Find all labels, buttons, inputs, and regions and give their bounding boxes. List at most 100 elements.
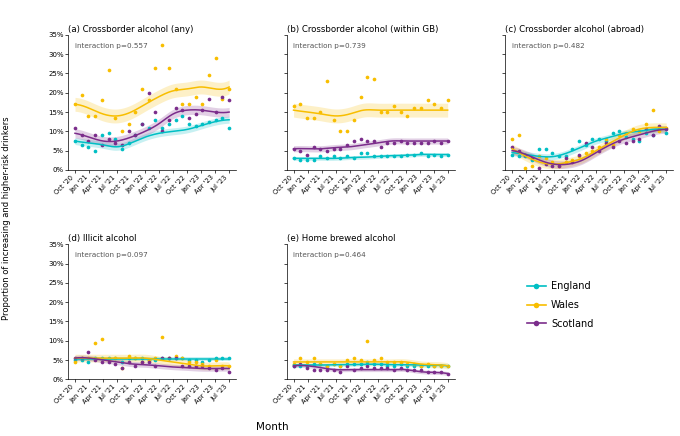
Point bbox=[402, 112, 413, 119]
Point bbox=[395, 109, 406, 116]
Point bbox=[429, 362, 440, 369]
Point bbox=[560, 159, 571, 166]
Point bbox=[402, 366, 413, 373]
Point bbox=[137, 85, 148, 92]
Point bbox=[83, 143, 94, 150]
Point bbox=[322, 366, 333, 373]
Point bbox=[203, 95, 214, 102]
Point bbox=[184, 358, 194, 365]
Point bbox=[388, 153, 399, 160]
Point bbox=[395, 364, 406, 371]
Point bbox=[308, 157, 319, 164]
Point bbox=[513, 147, 524, 154]
Point bbox=[177, 101, 188, 108]
Point bbox=[409, 151, 420, 158]
Point bbox=[170, 353, 181, 360]
Point bbox=[156, 354, 167, 361]
Text: Month: Month bbox=[256, 422, 288, 432]
Point bbox=[116, 145, 127, 152]
Point bbox=[97, 335, 107, 342]
Text: interaction p=0.464: interaction p=0.464 bbox=[293, 252, 366, 259]
Point bbox=[197, 101, 208, 108]
Point bbox=[190, 358, 201, 365]
Point bbox=[382, 362, 393, 369]
Point bbox=[197, 107, 208, 114]
Point bbox=[76, 354, 87, 361]
Point bbox=[395, 153, 406, 160]
Point bbox=[369, 153, 379, 160]
Point bbox=[97, 354, 107, 361]
Point bbox=[217, 114, 228, 121]
Point bbox=[116, 141, 127, 148]
Point bbox=[156, 354, 167, 361]
Point bbox=[315, 109, 326, 116]
Point bbox=[362, 358, 373, 365]
Point bbox=[69, 101, 80, 108]
Point bbox=[76, 132, 87, 139]
Legend: England, Wales, Scotland: England, Wales, Scotland bbox=[527, 281, 594, 329]
Point bbox=[150, 362, 161, 369]
Point bbox=[375, 364, 386, 371]
Point bbox=[109, 140, 120, 146]
Point bbox=[116, 358, 127, 365]
Point bbox=[647, 132, 658, 139]
Point bbox=[382, 109, 393, 116]
Text: (b) Crossborder alcohol (within GB): (b) Crossborder alcohol (within GB) bbox=[286, 25, 438, 34]
Point bbox=[647, 107, 658, 114]
Point bbox=[288, 361, 299, 368]
Point bbox=[90, 132, 101, 139]
Point bbox=[587, 147, 598, 154]
Point bbox=[170, 354, 181, 361]
Point bbox=[554, 163, 564, 170]
Point bbox=[513, 153, 524, 160]
Point bbox=[295, 157, 306, 164]
Point bbox=[69, 354, 80, 361]
Point bbox=[600, 137, 611, 144]
Point bbox=[197, 361, 208, 368]
Point bbox=[224, 368, 235, 375]
Point bbox=[375, 354, 386, 361]
Point bbox=[580, 149, 591, 156]
Text: (c) Crossborder alcohol (abroad): (c) Crossborder alcohol (abroad) bbox=[505, 25, 644, 34]
Point bbox=[328, 361, 339, 368]
Point bbox=[197, 358, 208, 365]
Point bbox=[76, 91, 87, 98]
Point bbox=[184, 120, 194, 127]
Point bbox=[369, 364, 379, 371]
Point bbox=[315, 145, 326, 152]
Point bbox=[348, 354, 359, 361]
Point bbox=[90, 357, 101, 364]
Point bbox=[422, 361, 433, 368]
Point bbox=[315, 366, 326, 373]
Point bbox=[388, 358, 399, 365]
Point bbox=[342, 128, 353, 135]
Point bbox=[513, 132, 524, 139]
Point bbox=[156, 334, 167, 341]
Point bbox=[69, 137, 80, 144]
Point bbox=[116, 364, 127, 371]
Point bbox=[661, 124, 672, 131]
Point bbox=[288, 103, 299, 110]
Point bbox=[442, 151, 453, 158]
Point bbox=[163, 354, 174, 361]
Point bbox=[130, 354, 141, 361]
Point bbox=[184, 357, 194, 364]
Point bbox=[507, 136, 517, 143]
Point bbox=[170, 354, 181, 361]
Point bbox=[210, 54, 221, 61]
Point bbox=[90, 339, 101, 346]
Point bbox=[533, 145, 544, 152]
Point bbox=[177, 354, 188, 361]
Point bbox=[422, 140, 433, 146]
Point bbox=[395, 137, 406, 144]
Point bbox=[369, 357, 379, 364]
Point bbox=[109, 354, 120, 361]
Point bbox=[335, 155, 346, 162]
Point bbox=[375, 153, 386, 160]
Point bbox=[335, 145, 346, 152]
Point bbox=[533, 153, 544, 160]
Point bbox=[308, 114, 319, 121]
Point bbox=[130, 109, 141, 116]
Point bbox=[210, 109, 221, 116]
Point bbox=[641, 130, 651, 137]
